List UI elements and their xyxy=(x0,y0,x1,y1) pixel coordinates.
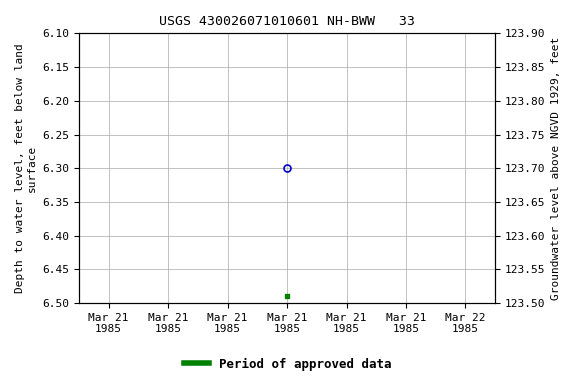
Legend: Period of approved data: Period of approved data xyxy=(179,353,397,376)
Y-axis label: Depth to water level, feet below land
surface: Depth to water level, feet below land su… xyxy=(15,43,37,293)
Y-axis label: Groundwater level above NGVD 1929, feet: Groundwater level above NGVD 1929, feet xyxy=(551,36,561,300)
Title: USGS 430026071010601 NH-BWW   33: USGS 430026071010601 NH-BWW 33 xyxy=(159,15,415,28)
